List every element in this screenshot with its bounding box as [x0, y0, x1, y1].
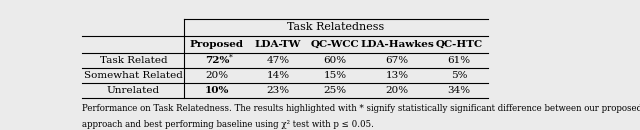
- Text: 15%: 15%: [324, 71, 347, 80]
- Text: approach and best performing baseline using χ² test with p ≤ 0.05.: approach and best performing baseline us…: [83, 120, 374, 129]
- Text: 5%: 5%: [451, 71, 467, 80]
- Text: LDA-TW: LDA-TW: [255, 40, 301, 49]
- Text: 13%: 13%: [386, 71, 409, 80]
- Text: 25%: 25%: [324, 86, 347, 95]
- Text: 60%: 60%: [324, 56, 347, 65]
- Text: Somewhat Related: Somewhat Related: [84, 71, 183, 80]
- Text: Unrelated: Unrelated: [107, 86, 160, 95]
- Text: Task Relatedness: Task Relatedness: [287, 22, 385, 32]
- Text: Proposed: Proposed: [190, 40, 244, 49]
- Text: 34%: 34%: [447, 86, 471, 95]
- Text: 47%: 47%: [267, 56, 290, 65]
- Text: 72%: 72%: [205, 56, 229, 65]
- Text: QC-HTC: QC-HTC: [436, 40, 483, 49]
- Text: 10%: 10%: [205, 86, 229, 95]
- Text: Task Related: Task Related: [99, 56, 167, 65]
- Text: 61%: 61%: [447, 56, 471, 65]
- Text: Performance on Task Relatedness. The results highlighted with * signify statisti: Performance on Task Relatedness. The res…: [83, 104, 640, 113]
- Text: 23%: 23%: [267, 86, 290, 95]
- Text: 20%: 20%: [386, 86, 409, 95]
- Text: 20%: 20%: [205, 71, 228, 80]
- Text: QC-WCC: QC-WCC: [311, 40, 360, 49]
- Text: 14%: 14%: [267, 71, 290, 80]
- Text: *: *: [229, 53, 233, 61]
- Text: LDA-Hawkes: LDA-Hawkes: [360, 40, 434, 49]
- Text: 67%: 67%: [386, 56, 409, 65]
